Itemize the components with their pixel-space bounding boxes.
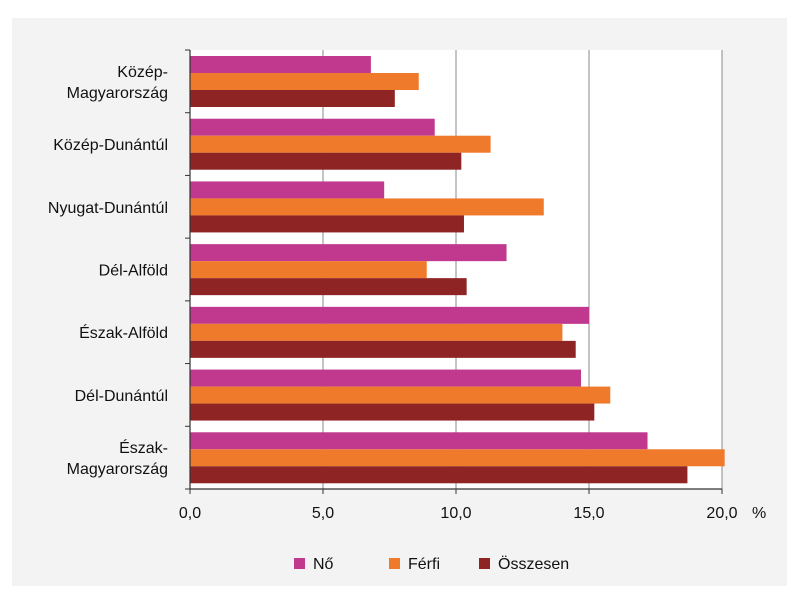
category-label: Közép-Magyarország xyxy=(67,64,168,102)
bars xyxy=(190,56,725,484)
legend-swatch xyxy=(294,558,305,569)
x-tick-labels: 0,0 5,0 10,0 15,0 20,0% xyxy=(179,505,766,522)
category-label: Dél-Dunántúl xyxy=(75,388,168,405)
x-tick-label: 15,0 xyxy=(573,505,604,522)
bar xyxy=(190,323,563,341)
x-tick-label: 0,0 xyxy=(179,505,201,522)
axes xyxy=(185,49,723,494)
x-tick-label: 5,0 xyxy=(312,505,334,522)
bar xyxy=(190,369,582,387)
bar xyxy=(190,198,544,216)
legend-label: Férfi xyxy=(408,556,440,573)
category-label: Észak-Alföld xyxy=(79,323,168,342)
bar xyxy=(190,181,385,199)
x-tick-label: 10,0 xyxy=(440,505,471,522)
category-label: Észak-Magyarország xyxy=(67,438,168,478)
legend-swatch xyxy=(389,558,400,569)
bar xyxy=(190,135,491,153)
x-unit-label: % xyxy=(752,505,766,522)
bar xyxy=(190,261,427,279)
bar xyxy=(190,90,395,107)
bar xyxy=(190,449,725,467)
bar xyxy=(190,118,435,136)
legend: Nő Férfi Összesen xyxy=(294,555,569,573)
bar xyxy=(190,73,419,90)
bar xyxy=(190,56,371,73)
bar xyxy=(190,278,467,296)
bar xyxy=(190,215,464,233)
x-tick-label: 20,0 xyxy=(706,505,737,522)
bar xyxy=(190,244,507,262)
legend-swatch xyxy=(479,558,490,569)
bar xyxy=(190,152,462,170)
bar xyxy=(190,466,688,484)
legend-label: Összesen xyxy=(498,555,569,573)
legend-label: Nő xyxy=(313,556,334,573)
category-label: Dél-Alföld xyxy=(99,263,168,280)
bar xyxy=(190,386,611,404)
bar xyxy=(190,432,648,450)
bar xyxy=(190,340,576,358)
category-label: Közép-Dunántúl xyxy=(53,137,168,154)
category-labels: Közép-Magyarország Közép-Dunántúl Nyugat-D… xyxy=(48,64,168,478)
category-label: Nyugat-Dunántúl xyxy=(48,200,168,217)
bar xyxy=(190,403,595,421)
bar xyxy=(190,306,589,324)
